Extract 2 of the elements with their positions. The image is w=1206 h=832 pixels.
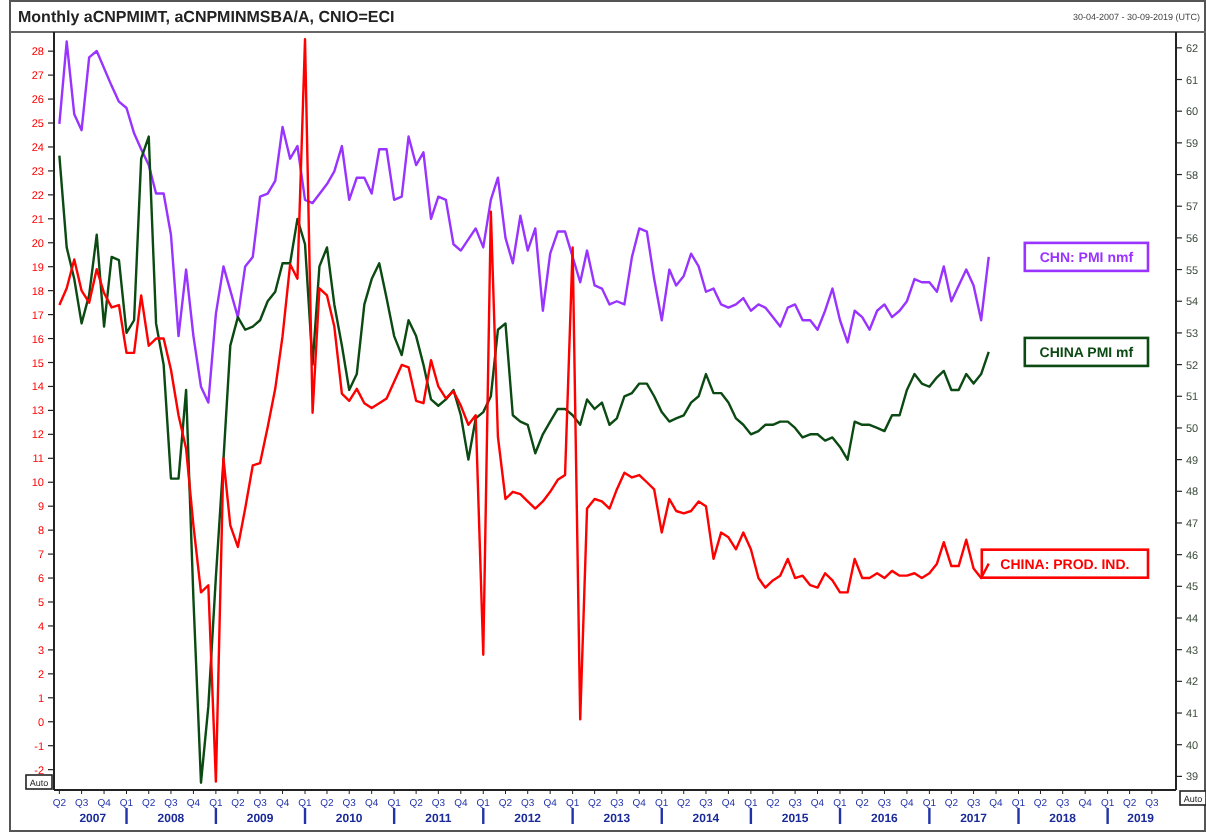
chart-title: Monthly aCNPMIMT, aCNPMINMSBA/A, CNIO=ECI bbox=[18, 8, 395, 26]
line-series bbox=[58, 40, 990, 404]
